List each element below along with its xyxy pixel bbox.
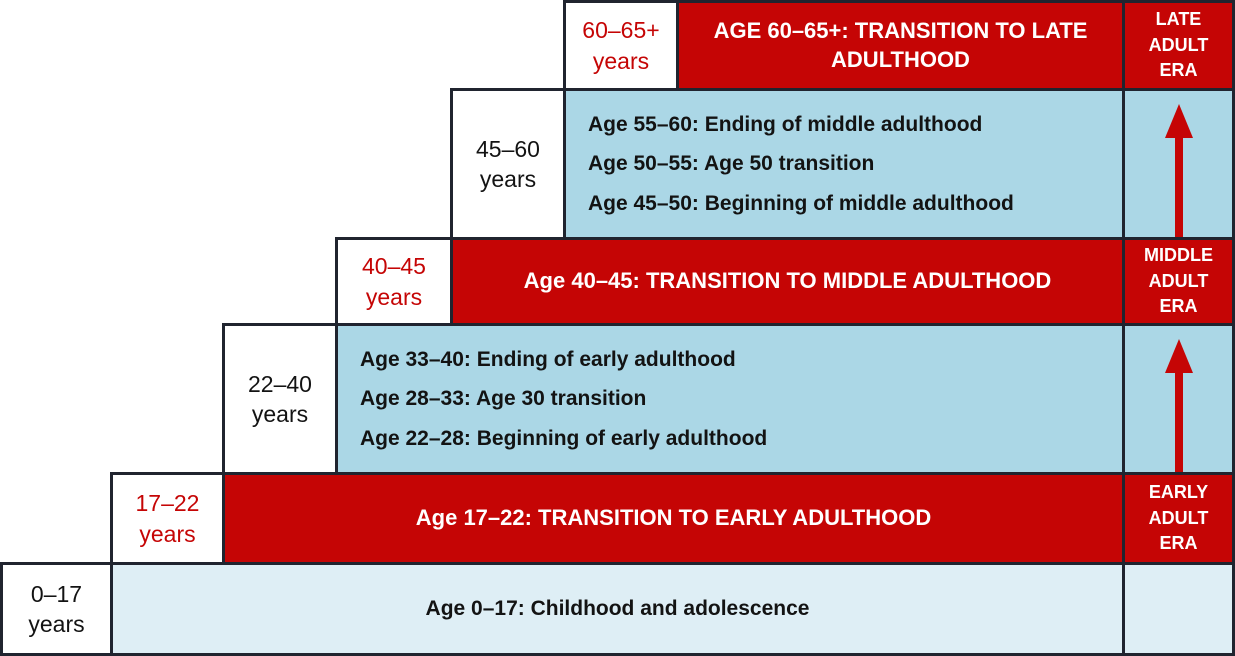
age-range-box: 45–60 years xyxy=(450,88,566,240)
era-label-line: MIDDLE xyxy=(1144,245,1213,266)
era-label-cell: LATE ADULT ERA xyxy=(1122,0,1235,91)
era-empty-cell xyxy=(1122,562,1235,656)
arrow-stem xyxy=(1174,373,1183,472)
era-arrow-cell xyxy=(1122,88,1235,240)
transition-band: Age 40–45: TRANSITION TO MIDDLE ADULTHOO… xyxy=(450,237,1125,326)
age-range-box: 60–65+ years xyxy=(563,0,679,91)
era-label-line: ADULT xyxy=(1148,507,1209,528)
stage-band: Age 55–60: Ending of middle adulthood Age… xyxy=(563,88,1125,240)
age-range-text: 40–45 xyxy=(362,253,426,280)
era-label-line: ERA xyxy=(1159,533,1198,554)
arrow-stem xyxy=(1174,138,1183,237)
era-label-cell: EARLY ADULT ERA xyxy=(1122,472,1235,565)
band-text: Age 40–45: TRANSITION TO MIDDLE ADULTHOO… xyxy=(523,268,1052,294)
stage-line: Age 55–60: Ending of middle adulthood xyxy=(588,112,983,136)
up-arrow-icon xyxy=(1125,326,1232,472)
age-range-box: 17–22 years xyxy=(110,472,225,565)
age-unit-text: years xyxy=(365,283,423,310)
stage-line: Age 50–55: Age 50 transition xyxy=(588,152,875,175)
era-label-line: ERA xyxy=(1159,60,1198,81)
age-range-text: 60–65+ xyxy=(582,17,660,44)
age-range-text: 0–17 xyxy=(30,580,83,607)
age-range-box: 22–40 years xyxy=(222,323,338,475)
up-arrow-icon xyxy=(1125,91,1232,237)
age-range-box: 40–45 years xyxy=(335,237,453,326)
era-label-line: ERA xyxy=(1159,296,1198,317)
arrow-head xyxy=(1164,104,1193,138)
arrow-head xyxy=(1164,339,1193,373)
transition-band: AGE 60–65+: TRANSITION TO LATE ADULTHOOD xyxy=(676,0,1125,91)
age-range-text: 22–40 xyxy=(248,370,312,397)
era-label-cell: MIDDLE ADULT ERA xyxy=(1122,237,1235,326)
age-unit-text: years xyxy=(592,47,650,74)
age-unit-text: years xyxy=(139,520,196,547)
stage-line: Age 45–50: Beginning of middle adulthood xyxy=(588,191,1014,215)
stage-line: Age 33–40: Ending of early adulthood xyxy=(360,347,736,371)
stage-line: Age 22–28: Beginning of early adulthood xyxy=(360,426,768,450)
band-text: AGE 60–65+: TRANSITION TO LATE ADULTHOOD xyxy=(713,18,1088,72)
era-label-line: ADULT xyxy=(1148,34,1209,55)
era-label-line: ADULT xyxy=(1148,270,1209,291)
band-text: Age 17–22: TRANSITION TO EARLY ADULTHOOD xyxy=(415,505,932,531)
childhood-band: Age 0–17: Childhood and adolescence xyxy=(110,562,1125,656)
age-unit-text: years xyxy=(28,611,85,637)
age-range-text: 45–60 xyxy=(476,135,540,162)
age-range-text: 17–22 xyxy=(135,490,200,517)
era-label-line: LATE xyxy=(1155,9,1202,30)
transition-band: Age 17–22: TRANSITION TO EARLY ADULTHOOD xyxy=(222,472,1125,565)
era-label-line: EARLY xyxy=(1148,482,1209,503)
age-unit-text: years xyxy=(251,401,309,427)
age-range-box: 0–17 years xyxy=(0,562,113,656)
stage-line: Age 28–33: Age 30 transition xyxy=(360,387,647,410)
stage-band: Age 33–40: Ending of early adulthood Age … xyxy=(335,323,1125,475)
age-unit-text: years xyxy=(479,166,537,192)
band-text: Age 0–17: Childhood and adolescence xyxy=(425,597,810,620)
era-arrow-cell xyxy=(1122,323,1235,475)
